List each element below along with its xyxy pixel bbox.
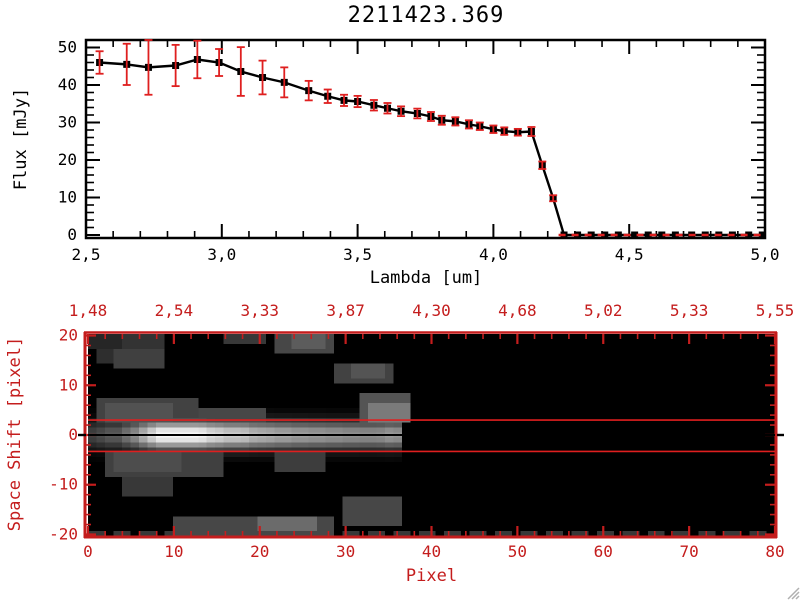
resize-grip-line bbox=[795, 595, 800, 600]
y-tick-label: 30 bbox=[58, 113, 77, 132]
shift-tick-label: 20 bbox=[59, 326, 78, 345]
wavelength-tick-label: 5,02 bbox=[584, 301, 623, 320]
flux-curve bbox=[99, 58, 763, 237]
shift-tick-label: 10 bbox=[59, 375, 78, 394]
flux-error-bars bbox=[95, 39, 558, 203]
x-tick-label: 5,0 bbox=[751, 245, 780, 264]
wavelength-tick-label: 5,55 bbox=[756, 301, 795, 320]
resize-grip[interactable] bbox=[787, 587, 800, 600]
y-tick-label: 0 bbox=[67, 225, 77, 244]
pixel-axis-label: Pixel bbox=[405, 566, 458, 586]
flux-data-marker bbox=[745, 231, 753, 239]
x-tick-label: 2,5 bbox=[72, 245, 101, 264]
y-tick-label: 10 bbox=[58, 188, 77, 207]
resize-grip-line bbox=[791, 591, 800, 600]
shift-tick-label: -10 bbox=[49, 475, 78, 494]
spectral-image-plot: 0 10 20 30 40 50 60 70 80 1,48 2,54 3,33 3,87 4,30 4,6… bbox=[49, 301, 794, 561]
flux-spectrum-plot: 2,5 3,0 3,5 4,0 4,5 5,0 0 10 20 30 40 50 bbox=[58, 38, 780, 265]
x-tick-label: 4,5 bbox=[615, 245, 644, 264]
pixel-tick-label: 10 bbox=[164, 542, 183, 561]
pixel-tick-label: 50 bbox=[508, 542, 527, 561]
wavelength-tick-label: 4,30 bbox=[412, 301, 451, 320]
lambda-axis-label: Lambda [um] bbox=[369, 268, 483, 288]
pixel-tick-label: 60 bbox=[594, 542, 613, 561]
flux-markers bbox=[96, 56, 766, 239]
shift-tick-label: -20 bbox=[49, 524, 78, 543]
pixel-tick-label: 40 bbox=[422, 542, 441, 561]
wavelength-tick-label: 1,48 bbox=[69, 301, 108, 320]
y-tick-label: 40 bbox=[58, 75, 77, 94]
flux-data-marker bbox=[758, 231, 766, 239]
flux-data-marker bbox=[671, 231, 679, 239]
shift-tick-label: 0 bbox=[68, 425, 78, 444]
wavelength-tick-label: 3,87 bbox=[326, 301, 365, 320]
pixel-tick-label: 70 bbox=[679, 542, 698, 561]
y-tick-label: 20 bbox=[58, 150, 77, 169]
pixel-tick-label: 30 bbox=[336, 542, 355, 561]
y-tick-label: 50 bbox=[58, 38, 77, 57]
pixel-tick-label: 20 bbox=[250, 542, 269, 561]
resize-grip-line bbox=[787, 587, 800, 600]
flux-plot-frame bbox=[84, 38, 767, 240]
flux-data-marker bbox=[631, 231, 639, 239]
wavelength-tick-label: 5,33 bbox=[670, 301, 709, 320]
flux-data-marker bbox=[614, 231, 622, 239]
x-tick-label: 4,0 bbox=[479, 245, 508, 264]
pixel-tick-label: 0 bbox=[83, 542, 93, 561]
flux-data-marker bbox=[644, 231, 652, 239]
flux-data-marker bbox=[658, 231, 666, 239]
flux-data-marker bbox=[601, 231, 609, 239]
wavelength-tick-label: 2,54 bbox=[155, 301, 194, 320]
wavelength-tick-label: 4,68 bbox=[498, 301, 537, 320]
x-tick-label: 3,0 bbox=[207, 245, 236, 264]
x-tick-label: 3,5 bbox=[343, 245, 372, 264]
wavelength-tick-label: 3,33 bbox=[240, 301, 279, 320]
plot-title: 2211423.369 bbox=[347, 3, 505, 28]
pixel-tick-label: 80 bbox=[765, 542, 784, 561]
